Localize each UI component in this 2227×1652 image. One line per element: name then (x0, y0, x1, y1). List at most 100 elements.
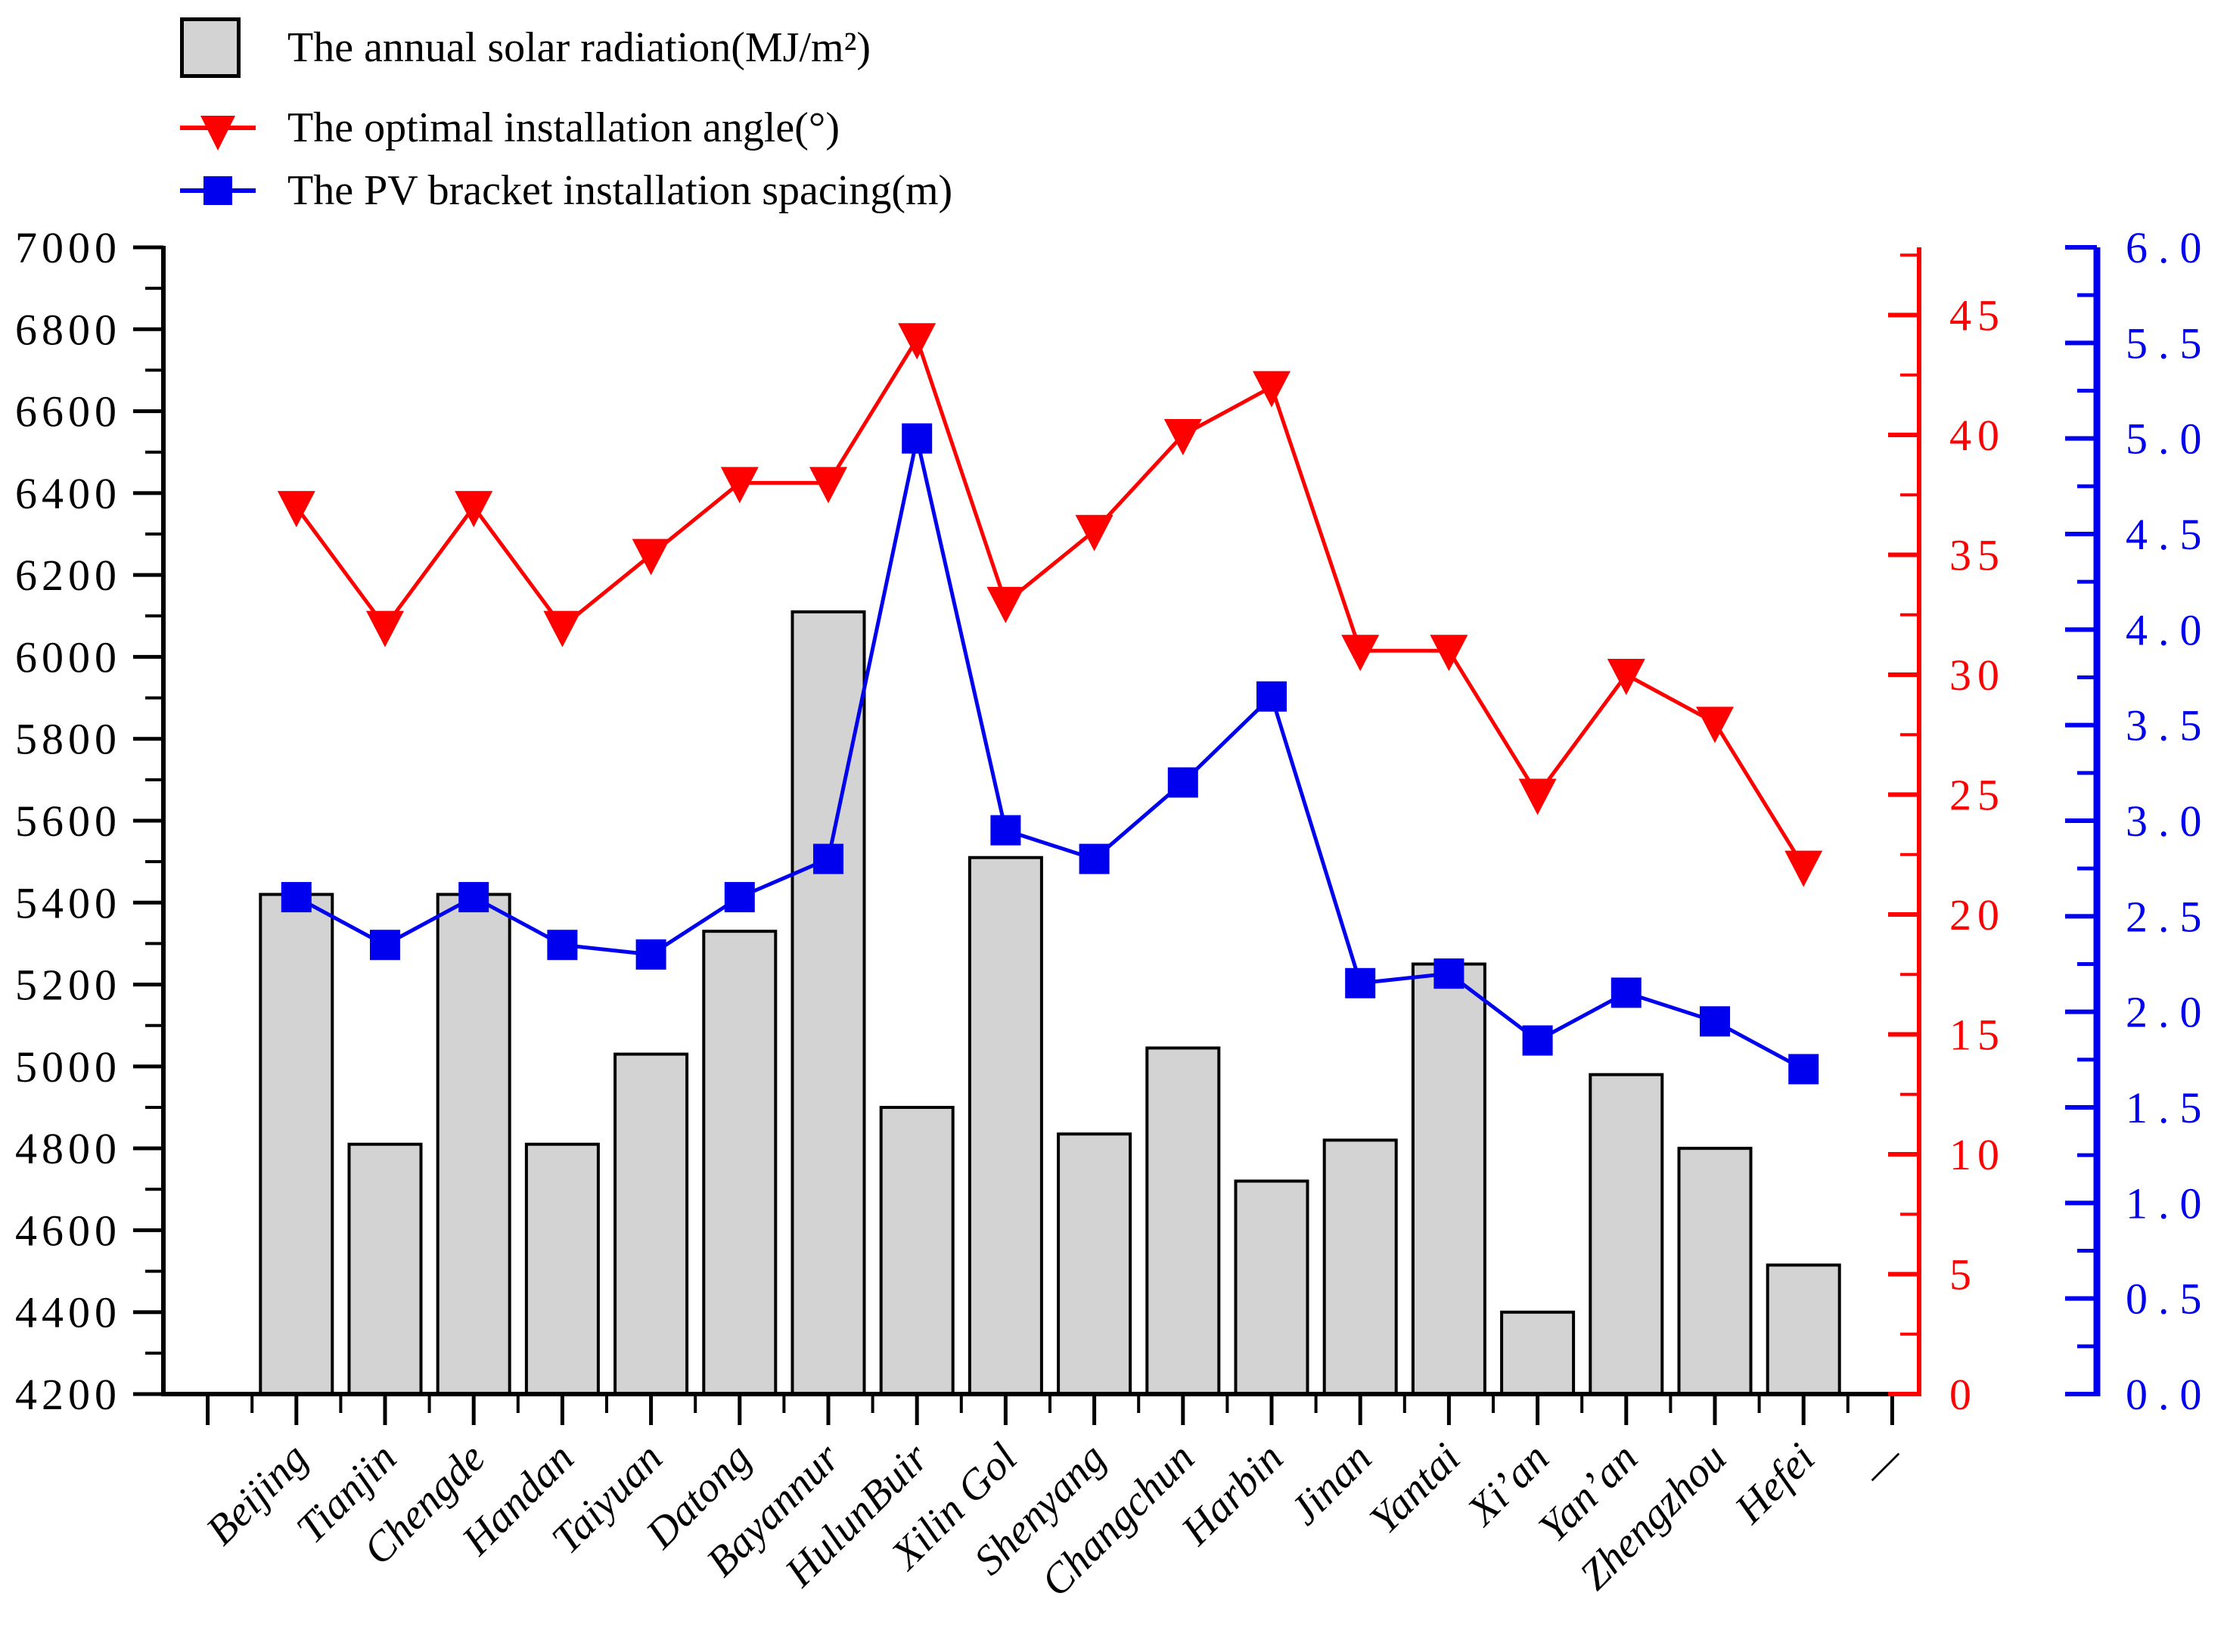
bar-Zhengzhou (1677, 1147, 1753, 1396)
y-left-tick-label: 5400 (15, 878, 121, 927)
y-blue-tick-label: 5.5 (2126, 318, 2213, 368)
y-blue-tick-label: 3.5 (2126, 701, 2213, 750)
y-red-tick-label: 0 (1949, 1370, 1977, 1419)
angle-marker-HulunBuir (898, 323, 936, 360)
spacing-marker-Handan (547, 930, 578, 961)
y-blue-tick-label: 4.5 (2126, 510, 2213, 559)
y-red-tick-label: 30 (1949, 651, 2005, 700)
bar-HulunBuir (879, 1106, 955, 1396)
angle-marker-Jinan (1341, 635, 1380, 672)
legend-item-solar-radiation: The annual solar radiation(MJ/m²) (180, 16, 871, 79)
y-blue-tick-label: 3.0 (2126, 796, 2213, 846)
angle-marker-Hefei (1784, 850, 1823, 887)
legend-item-installation-angle: The optimal installation angle(°) (180, 96, 840, 160)
y-red-tick-label: 25 (1949, 771, 2005, 820)
angle-marker-Handan (543, 610, 582, 647)
angle-marker-Tianjin (366, 610, 404, 647)
bar-Harbin (1234, 1179, 1309, 1396)
y-left-tick-label: 6000 (15, 632, 121, 682)
spacing-marker-Xi’an (1522, 1025, 1553, 1056)
angle-marker-Beijing (277, 491, 315, 528)
y-blue-tick-label: 4.0 (2126, 605, 2213, 654)
spacing-marker-Zhengzhou (1700, 1006, 1730, 1037)
bar-Hefei (1766, 1263, 1841, 1396)
y-left-tick-label: 7000 (15, 223, 121, 272)
angle-marker-Xi’an (1518, 778, 1557, 815)
spacing-marker-Datong (724, 882, 755, 913)
bar-Changchun (1145, 1046, 1221, 1396)
spacing-marker-Yantai (1433, 958, 1464, 989)
legend-label-installation-angle: The optimal installation angle(°) (287, 104, 840, 151)
y-blue-tick-label: 2.0 (2126, 988, 2213, 1037)
bar-Xilin Gol (968, 856, 1043, 1396)
spacing-marker-Jinan (1345, 967, 1376, 998)
y-blue-tick-label: 2.5 (2126, 892, 2213, 941)
spacing-marker-Harbin (1256, 681, 1287, 712)
bar-Tianjin (347, 1142, 423, 1396)
y-red-tick-label: 20 (1949, 890, 2005, 939)
y-left-tick-label: 4200 (15, 1370, 121, 1419)
x-tick-label-Jinan: Jinan (1281, 1434, 1381, 1534)
x-tick-label-Beijing: Beijing (197, 1434, 317, 1554)
bar-Handan (524, 1142, 600, 1396)
angle-marker-Bayannur (809, 467, 847, 504)
red-triangle-line-icon (180, 96, 256, 160)
y-left-tick-label: 5800 (15, 715, 121, 764)
y-left-tick-label: 5600 (15, 796, 121, 846)
bar-Bayannur (790, 610, 866, 1396)
blue-square-line-icon (180, 159, 256, 222)
bar-Shenyang (1057, 1132, 1132, 1396)
y-red-tick-label: 10 (1949, 1130, 2005, 1179)
spacing-marker-Yan’an (1610, 977, 1642, 1008)
bar-Beijing (259, 893, 334, 1396)
angle-marker-Yan’an (1607, 659, 1645, 695)
bar-Datong (702, 930, 778, 1396)
gray-bar-swatch-icon (180, 16, 256, 79)
spacing-marker-Xilin Gol (990, 815, 1021, 846)
x-tick-label-Hefei: Hefei (1725, 1434, 1824, 1532)
bar-Yan’an (1589, 1073, 1664, 1396)
y-left-tick-label: 5000 (15, 1042, 121, 1092)
spacing-marker-HulunBuir (902, 423, 933, 454)
angle-marker-Yantai (1430, 635, 1468, 672)
y-left-tick-label: 4400 (15, 1288, 121, 1337)
angle-line (294, 334, 1806, 868)
angle-marker-Chengde (455, 491, 493, 528)
y-red-tick-label: 5 (1949, 1250, 1977, 1300)
legend-label-solar-radiation: The annual solar radiation(MJ/m²) (287, 24, 871, 71)
y-blue-tick-label: 6.0 (2126, 223, 2213, 272)
angle-marker-Zhengzhou (1696, 706, 1734, 744)
spacing-marker-Tianjin (370, 930, 400, 961)
y-red-tick-label: 15 (1949, 1011, 2005, 1060)
angle-marker-Changchun (1163, 419, 1202, 455)
x-tick-label-Yantai: Yantai (1361, 1434, 1470, 1543)
y-blue-tick-label: 1.0 (2126, 1178, 2213, 1228)
bar-Xi’an (1500, 1310, 1576, 1396)
bar-Yantai (1411, 962, 1486, 1396)
x-tick-label-Harbin: Harbin (1172, 1434, 1292, 1554)
y-left-tick-label: 6200 (15, 551, 121, 600)
y-red-tick-label: 45 (1949, 291, 2005, 340)
bar-Chengde (436, 893, 511, 1396)
y-blue-tick-label: 0.0 (2126, 1370, 2213, 1419)
y-left-tick-label: 6600 (15, 387, 121, 436)
spacing-marker-Hefei (1788, 1054, 1819, 1085)
angle-marker-Datong (720, 467, 759, 504)
y-blue-tick-label: 5.0 (2126, 415, 2213, 464)
spacing-marker-Chengde (458, 882, 489, 913)
spacing-line (295, 438, 1805, 1071)
bar-Taiyuan (613, 1052, 689, 1396)
y-left-tick-label: 6800 (15, 305, 121, 354)
legend-item-bracket-spacing: The PV bracket installation spacing(m) (180, 159, 952, 222)
spacing-marker-Beijing (281, 882, 312, 913)
y-left-tick-label: 4800 (15, 1124, 121, 1173)
angle-marker-Taiyuan (632, 539, 670, 576)
spacing-marker-Bayannur (813, 843, 843, 874)
y-blue-tick-label: 1.5 (2126, 1083, 2213, 1132)
spacing-marker-Taiyuan (635, 939, 666, 970)
y-red-tick-label: 35 (1949, 531, 2005, 580)
y-left-tick-label: 4600 (15, 1206, 121, 1255)
legend-label-bracket-spacing: The PV bracket installation spacing(m) (287, 167, 953, 214)
